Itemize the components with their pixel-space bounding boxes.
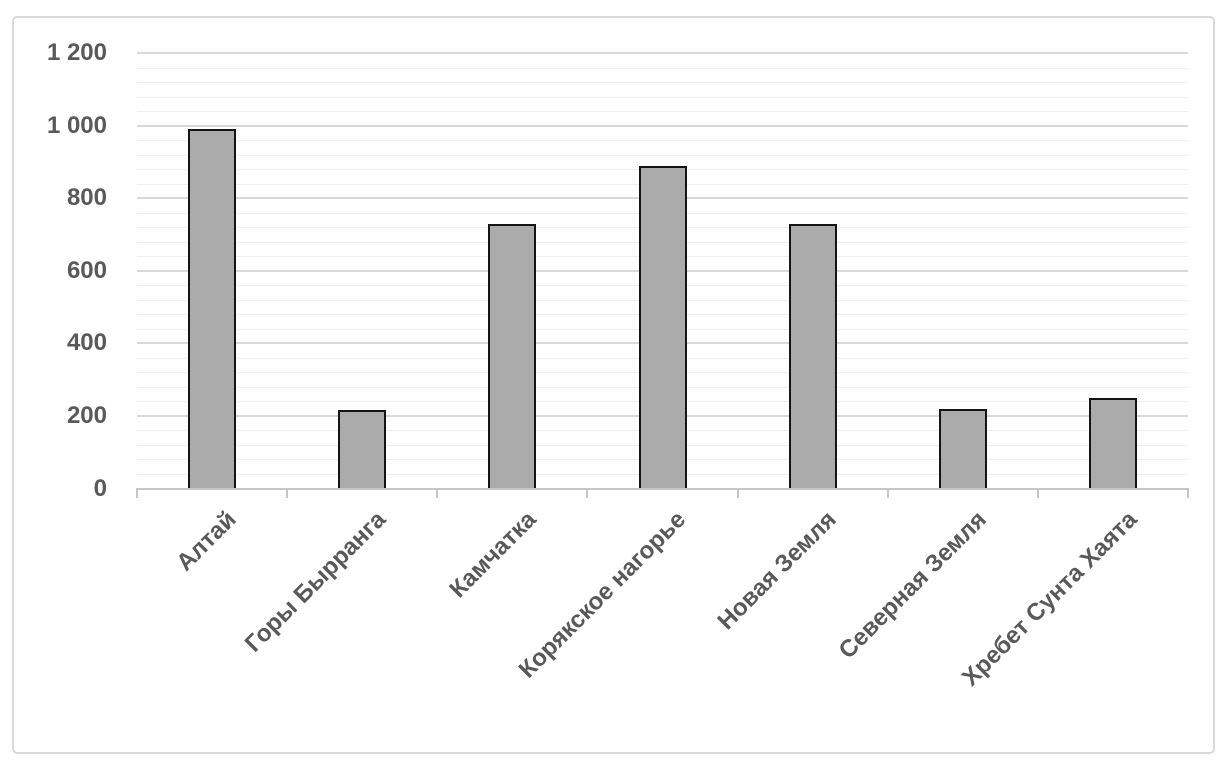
y-tick-label: 1 000	[46, 111, 107, 139]
bar-1	[188, 129, 237, 489]
y-tick-label: 800	[66, 184, 107, 212]
minor-gridline	[137, 140, 1188, 142]
x-axis-tick	[1036, 490, 1039, 498]
x-axis-tick	[586, 490, 589, 498]
minor-gridline	[137, 96, 1188, 98]
x-axis-tick	[436, 490, 439, 498]
x-axis-line	[136, 488, 1189, 490]
x-axis-tick	[1187, 490, 1189, 498]
minor-gridline	[137, 111, 1188, 113]
y-tick-label: 400	[66, 329, 107, 357]
minor-gridline	[137, 154, 1188, 156]
y-tick-label: 200	[66, 401, 107, 429]
bar-4	[638, 165, 687, 489]
bar-5	[788, 223, 837, 489]
bar-2	[338, 410, 387, 489]
y-tick-label: 600	[66, 256, 107, 284]
bar-3	[488, 223, 537, 489]
x-axis-tick	[736, 490, 739, 498]
y-tick-label: 0	[93, 474, 107, 502]
x-axis-tick	[136, 490, 138, 498]
minor-gridline	[137, 67, 1188, 69]
major-gridline	[137, 52, 1188, 54]
major-gridline	[137, 124, 1188, 127]
x-axis-tick	[886, 490, 889, 498]
minor-gridline	[137, 82, 1188, 84]
x-axis-tick	[286, 490, 289, 498]
y-tick-label: 1 200	[46, 39, 107, 66]
bar-7	[1088, 397, 1137, 489]
bar-6	[938, 408, 987, 489]
